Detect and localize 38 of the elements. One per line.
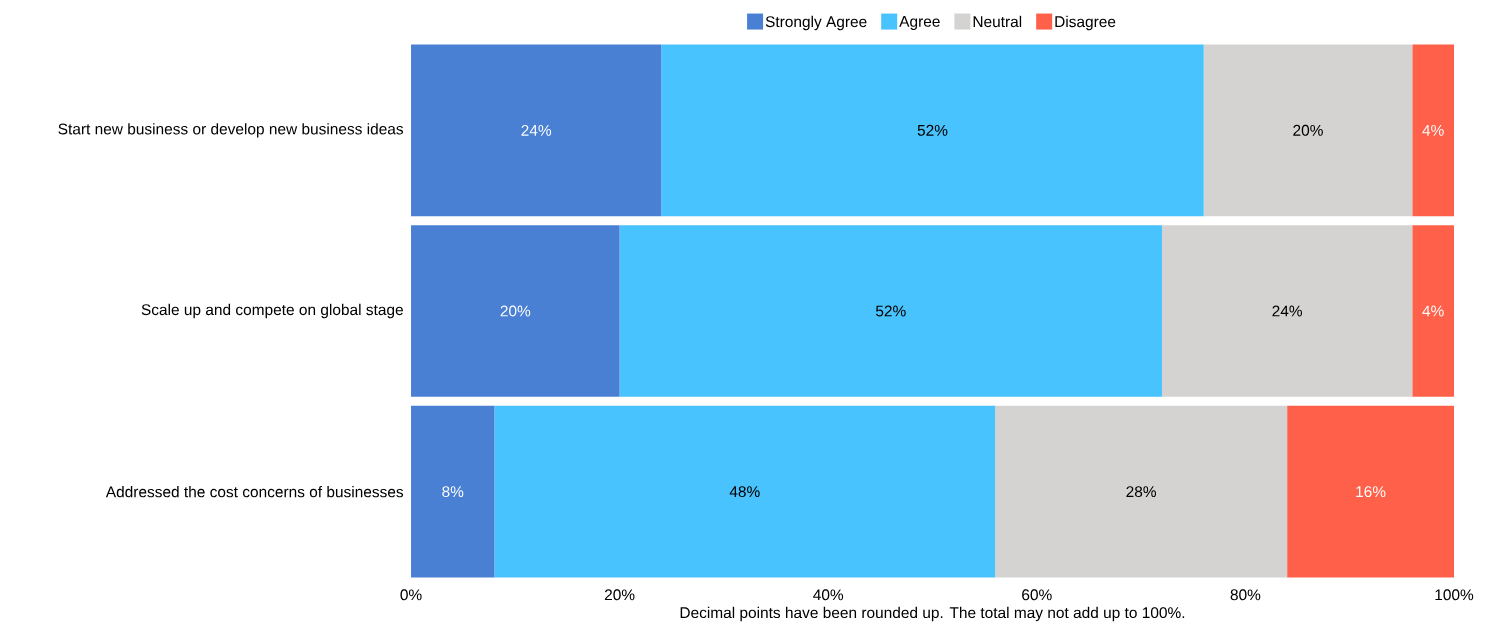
bar xyxy=(494,405,996,578)
data-label: 24% xyxy=(1272,305,1303,317)
x-tick-label: 20% xyxy=(604,589,635,601)
legend-label: Strongly Agree xyxy=(765,15,867,31)
x-axis-title: Decimal points have been rounded up. The total may not add up to 100%. xyxy=(680,606,1185,622)
y-tick-label: Scale up and compete on global stage xyxy=(141,303,403,319)
data-label: 4% xyxy=(1422,305,1444,317)
data-label: 48% xyxy=(729,486,760,498)
bar xyxy=(995,405,1288,578)
bar xyxy=(1412,44,1455,217)
bar xyxy=(661,44,1204,217)
bar xyxy=(1287,405,1455,578)
x-tick-label: 80% xyxy=(1230,589,1261,601)
data-label: 20% xyxy=(500,305,531,317)
y-tick-label: Start new business or develop new business ideas xyxy=(58,123,404,138)
data-label: 16% xyxy=(1356,486,1386,498)
bar xyxy=(411,44,662,217)
legend-label: Disagree xyxy=(1055,15,1116,31)
bar xyxy=(619,225,1162,397)
y-tick-label: Addressed the cost concerns of businesses xyxy=(105,485,404,498)
bar xyxy=(411,405,495,578)
bar xyxy=(1161,225,1413,397)
data-label: 52% xyxy=(875,305,906,317)
legend-label: Neutral xyxy=(973,15,1022,28)
legend-label: Agree xyxy=(899,16,940,30)
data-label: 24% xyxy=(521,124,552,136)
bar xyxy=(411,225,620,397)
data-label: 8% xyxy=(442,486,464,498)
data-label: 52% xyxy=(917,124,948,136)
x-tick-label: 0% xyxy=(400,589,422,601)
x-tick-label: 40% xyxy=(813,589,844,601)
x-tick-label: 60% xyxy=(1022,589,1052,601)
bar xyxy=(1412,225,1455,397)
x-tick-label: 100% xyxy=(1435,589,1474,601)
data-label: 28% xyxy=(1126,486,1157,498)
bar xyxy=(1203,44,1413,217)
data-label: 20% xyxy=(1293,124,1323,136)
data-label: 4% xyxy=(1422,124,1444,136)
